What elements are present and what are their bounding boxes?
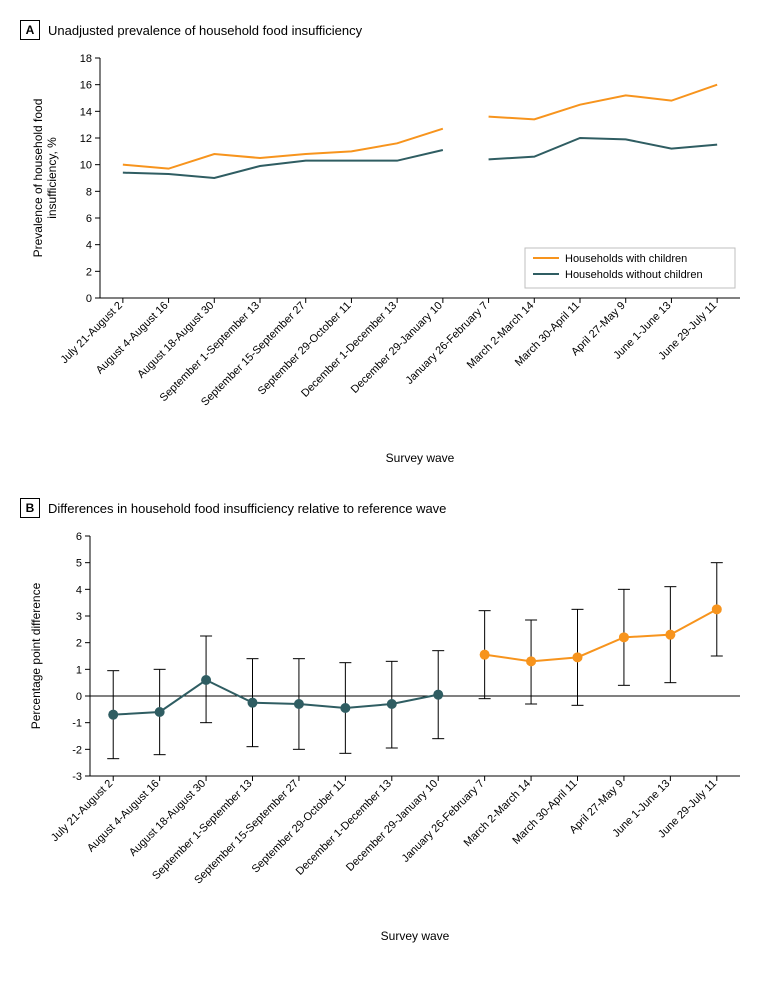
svg-text:2: 2: [76, 638, 82, 650]
svg-text:Survey wave: Survey wave: [386, 451, 455, 465]
panel-b-chart: -3-2-10123456July 21-August 2August 4-Au…: [20, 526, 760, 946]
svg-text:September 29-October 11: September 29-October 11: [256, 300, 354, 398]
svg-text:2: 2: [86, 266, 92, 278]
panel-a-title: Unadjusted prevalence of household food …: [48, 23, 362, 38]
panel-b-title: Differences in household food insufficie…: [48, 501, 446, 516]
svg-text:January 26-February 7: January 26-February 7: [404, 300, 491, 387]
svg-text:4: 4: [86, 240, 92, 252]
svg-text:6: 6: [76, 531, 82, 543]
svg-text:5: 5: [76, 558, 82, 570]
svg-text:12: 12: [80, 133, 92, 145]
svg-text:-1: -1: [72, 718, 82, 730]
svg-text:8: 8: [86, 186, 92, 198]
svg-text:16: 16: [80, 80, 92, 92]
svg-text:14: 14: [80, 106, 92, 118]
svg-text:10: 10: [80, 160, 92, 172]
svg-text:Households without children: Households without children: [565, 269, 703, 281]
panel-b-header: B Differences in household food insuffic…: [20, 498, 760, 518]
panel-b-letter: B: [20, 498, 40, 518]
svg-text:Percentage point difference: Percentage point difference: [29, 582, 43, 729]
svg-text:Prevalence of household food: Prevalence of household food: [31, 99, 45, 258]
panel-a: A Unadjusted prevalence of household foo…: [20, 20, 760, 468]
svg-text:1: 1: [76, 664, 82, 676]
svg-text:4: 4: [76, 584, 82, 596]
panel-b: B Differences in household food insuffic…: [20, 498, 760, 946]
svg-text:September 29-October 11: September 29-October 11: [250, 778, 348, 876]
svg-text:0: 0: [76, 691, 82, 703]
svg-text:insufficiency, %: insufficiency, %: [45, 137, 59, 219]
svg-text:6: 6: [86, 213, 92, 225]
svg-text:January 26-February 7: January 26-February 7: [400, 778, 487, 865]
svg-text:18: 18: [80, 53, 92, 65]
svg-text:-2: -2: [72, 744, 82, 756]
panel-a-svg: 024681012141618July 21-August 2August 4-…: [20, 48, 760, 468]
panel-a-header: A Unadjusted prevalence of household foo…: [20, 20, 760, 40]
svg-text:August 18-August 30: August 18-August 30: [127, 778, 208, 859]
svg-text:August 18-August 30: August 18-August 30: [135, 300, 216, 381]
svg-text:0: 0: [86, 293, 92, 305]
svg-text:-3: -3: [72, 771, 82, 783]
svg-text:Survey wave: Survey wave: [381, 929, 450, 943]
svg-text:3: 3: [76, 611, 82, 623]
panel-b-svg: -3-2-10123456July 21-August 2August 4-Au…: [20, 526, 760, 946]
svg-text:December 29-January 10: December 29-January 10: [344, 778, 440, 874]
svg-text:December 1-December 13: December 1-December 13: [299, 300, 399, 400]
svg-text:December 29-January 10: December 29-January 10: [349, 300, 445, 396]
svg-text:December 1-December 13: December 1-December 13: [294, 778, 394, 878]
panel-a-letter: A: [20, 20, 40, 40]
panel-a-chart: 024681012141618July 21-August 2August 4-…: [20, 48, 760, 468]
svg-text:Households with children: Households with children: [565, 253, 687, 265]
